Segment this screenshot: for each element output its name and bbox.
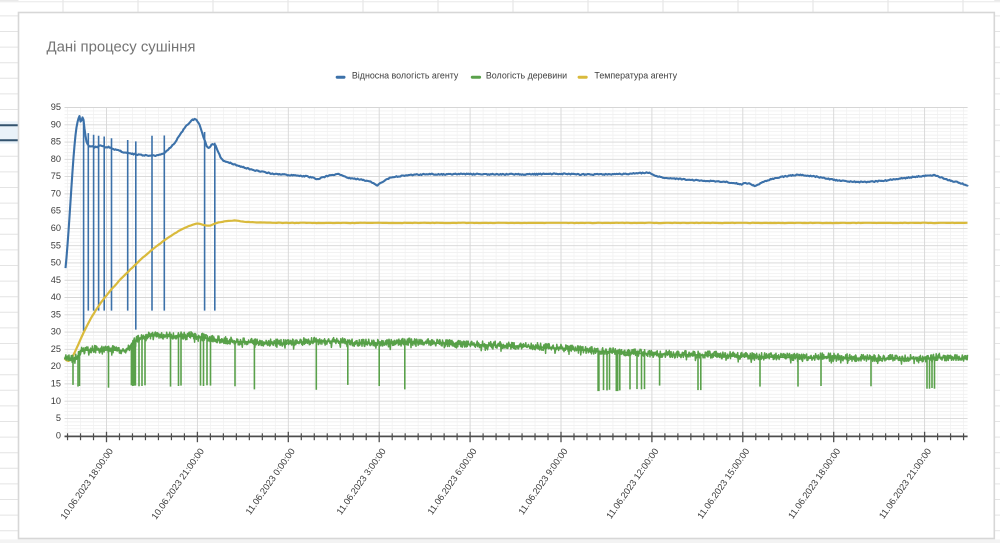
svg-text:95: 95: [51, 102, 61, 112]
svg-text:35: 35: [51, 309, 61, 319]
svg-text:20: 20: [51, 361, 61, 371]
svg-text:5: 5: [56, 413, 61, 423]
svg-text:30: 30: [51, 327, 61, 337]
svg-text:25: 25: [51, 344, 61, 354]
svg-text:75: 75: [51, 171, 61, 181]
svg-text:55: 55: [51, 240, 61, 250]
svg-text:80: 80: [51, 154, 61, 164]
svg-text:Дані процесу сушіння: Дані процесу сушіння: [47, 40, 196, 56]
svg-text:0: 0: [56, 430, 61, 440]
svg-text:40: 40: [51, 292, 61, 302]
svg-text:65: 65: [51, 206, 61, 216]
svg-text:Вологість деревини: Вологість деревини: [486, 70, 567, 80]
svg-text:90: 90: [51, 119, 61, 129]
svg-text:60: 60: [51, 223, 61, 233]
svg-text:10: 10: [51, 396, 61, 406]
svg-text:50: 50: [51, 258, 61, 268]
svg-text:15: 15: [51, 379, 61, 389]
svg-text:45: 45: [51, 275, 61, 285]
svg-text:70: 70: [51, 189, 61, 199]
svg-text:Температура агенту: Температура агенту: [594, 70, 677, 80]
svg-text:Відносна вологість агенту: Відносна вологість агенту: [352, 70, 459, 80]
svg-text:85: 85: [51, 137, 61, 147]
